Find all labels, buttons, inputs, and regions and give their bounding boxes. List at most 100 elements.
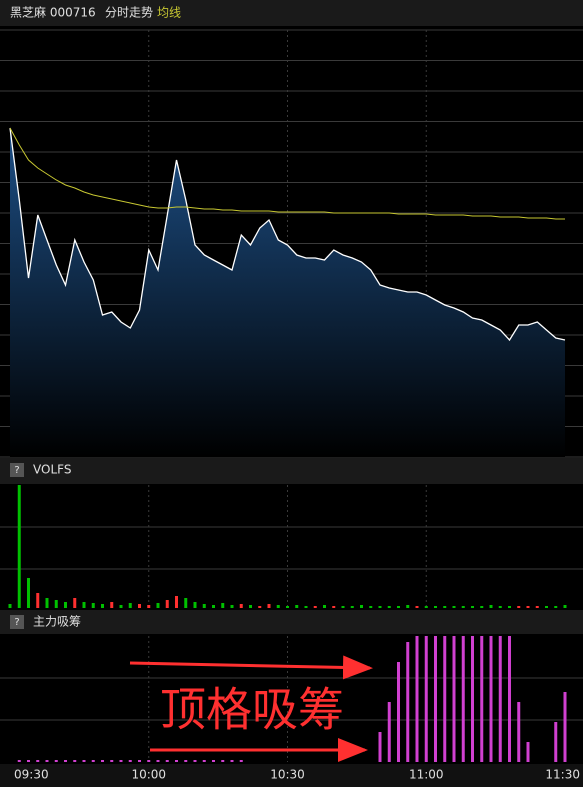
bar bbox=[82, 760, 86, 762]
bar bbox=[27, 578, 30, 608]
bar bbox=[128, 760, 132, 762]
bar bbox=[480, 636, 484, 762]
bar bbox=[258, 606, 262, 608]
bar bbox=[249, 605, 252, 608]
bar bbox=[452, 606, 456, 608]
bar bbox=[202, 760, 206, 762]
bar bbox=[36, 760, 40, 762]
bar bbox=[332, 606, 336, 608]
bar bbox=[526, 742, 530, 762]
avg-line bbox=[9, 127, 565, 220]
bar bbox=[508, 606, 511, 608]
bar bbox=[110, 602, 114, 608]
bar bbox=[101, 604, 104, 608]
bar bbox=[91, 760, 95, 762]
bar bbox=[64, 602, 67, 608]
bar bbox=[193, 602, 197, 608]
bar bbox=[424, 606, 428, 608]
bar bbox=[461, 606, 465, 608]
bar bbox=[415, 606, 419, 608]
bar bbox=[378, 606, 382, 608]
bar bbox=[110, 760, 114, 762]
bar bbox=[119, 605, 123, 608]
bar bbox=[45, 598, 49, 608]
x-tick-label: 11:30 bbox=[545, 768, 580, 782]
bar bbox=[147, 760, 151, 762]
bar bbox=[397, 606, 400, 608]
help-icon[interactable] bbox=[10, 463, 24, 477]
bar bbox=[406, 605, 410, 608]
panel-header bbox=[0, 458, 583, 484]
bar bbox=[323, 605, 326, 608]
bar bbox=[45, 760, 49, 762]
bar bbox=[175, 596, 178, 608]
stock-name: 黑芝麻 000716 bbox=[10, 5, 96, 20]
bar bbox=[443, 606, 447, 608]
bar bbox=[498, 636, 502, 762]
bar bbox=[193, 760, 197, 762]
bar bbox=[165, 760, 169, 762]
bar bbox=[452, 636, 456, 762]
bar bbox=[508, 636, 511, 762]
bar bbox=[563, 692, 567, 762]
bar bbox=[387, 702, 391, 762]
bar bbox=[471, 606, 474, 608]
bar bbox=[526, 606, 530, 608]
bar bbox=[165, 600, 169, 608]
x-tick-label: 09:30 bbox=[14, 768, 49, 782]
bar bbox=[101, 760, 104, 762]
help-text: ? bbox=[14, 465, 19, 476]
price-line bbox=[9, 127, 566, 342]
help-icon[interactable] bbox=[10, 615, 24, 629]
bar bbox=[138, 760, 141, 762]
bar bbox=[489, 605, 493, 608]
bar bbox=[17, 760, 21, 762]
bar bbox=[480, 606, 484, 608]
bar bbox=[517, 606, 521, 608]
bar bbox=[156, 603, 160, 608]
legend-avg: 均线 bbox=[157, 6, 181, 20]
bar bbox=[156, 760, 160, 762]
bar bbox=[73, 760, 77, 762]
bar bbox=[267, 604, 271, 608]
annotation: 顶格吸筹 bbox=[160, 683, 344, 737]
bar bbox=[239, 760, 243, 762]
bar bbox=[378, 732, 382, 762]
bar bbox=[184, 598, 188, 608]
bar bbox=[535, 606, 539, 608]
bar bbox=[147, 605, 151, 608]
bar bbox=[545, 606, 548, 608]
header-bar bbox=[0, 0, 583, 26]
bar bbox=[415, 636, 419, 762]
bar bbox=[434, 636, 437, 762]
bar bbox=[230, 605, 234, 608]
bar bbox=[17, 485, 21, 608]
arrow bbox=[129, 655, 373, 680]
bar bbox=[350, 606, 354, 608]
help-text: ? bbox=[14, 617, 19, 628]
bar bbox=[8, 604, 12, 608]
bar bbox=[212, 605, 215, 608]
bar bbox=[27, 760, 30, 762]
bar bbox=[175, 760, 178, 762]
bar bbox=[54, 760, 58, 762]
bar bbox=[295, 605, 299, 608]
x-tick-label: 10:30 bbox=[270, 768, 305, 782]
bar bbox=[554, 606, 558, 608]
bar bbox=[286, 606, 289, 608]
x-tick-label: 11:00 bbox=[409, 768, 444, 782]
bar bbox=[64, 760, 67, 762]
x-tick-label: 10:00 bbox=[131, 768, 166, 782]
bar bbox=[221, 760, 225, 762]
bar bbox=[73, 598, 77, 608]
bar bbox=[563, 605, 567, 608]
bar bbox=[434, 606, 437, 608]
bar bbox=[406, 642, 410, 762]
bar bbox=[369, 606, 373, 608]
panel-header bbox=[0, 610, 583, 634]
bar bbox=[36, 593, 40, 608]
bar bbox=[221, 603, 225, 608]
bar bbox=[489, 636, 493, 762]
bar bbox=[397, 662, 400, 762]
bar bbox=[304, 606, 308, 608]
